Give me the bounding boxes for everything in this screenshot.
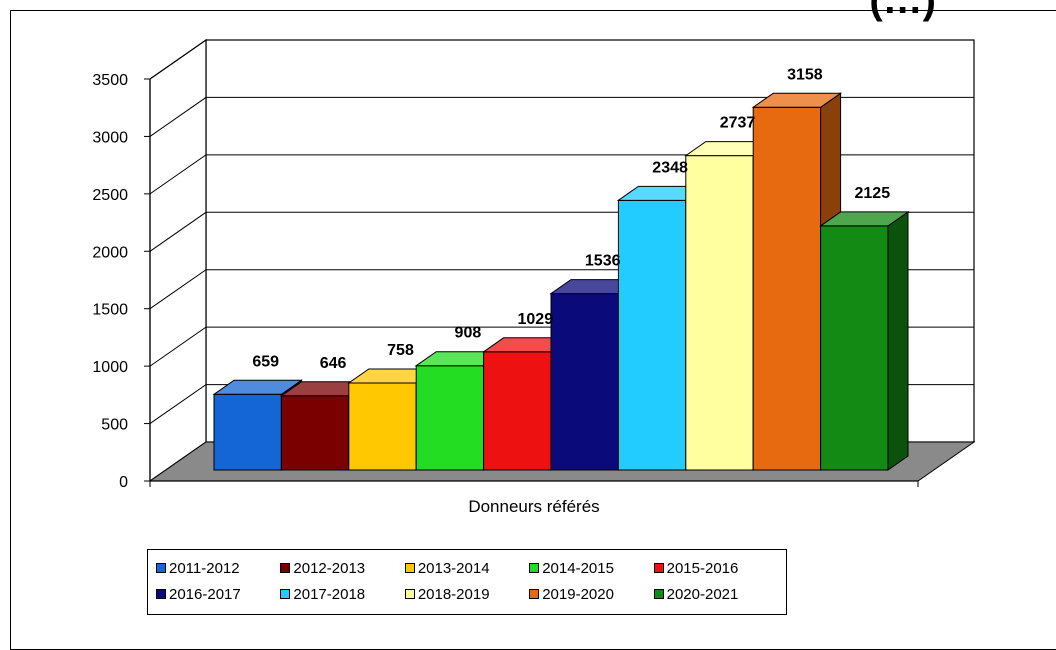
- legend-item: 2016-2017: [156, 586, 280, 603]
- bar-2018-2019: [685, 155, 754, 471]
- bar-2015-2016: [483, 351, 552, 471]
- bar-2016-2017: [550, 293, 619, 471]
- legend-item: 2018-2019: [404, 585, 529, 603]
- bar-top: [212, 379, 303, 395]
- y-tick-label: 1500: [92, 302, 128, 319]
- y-tick-label: 500: [101, 417, 128, 434]
- y-tick-label: 3000: [92, 129, 128, 146]
- bar-top: [819, 211, 910, 227]
- bar-2011-2012: [213, 393, 282, 471]
- data-label: 646: [320, 355, 347, 372]
- legend-item: 2014-2015: [529, 560, 653, 577]
- legend-item: 2020-2021: [653, 585, 778, 603]
- legend-swatch: [529, 589, 540, 599]
- y-tick-label: 2000: [92, 244, 128, 261]
- legend-swatch: [404, 589, 415, 599]
- x-axis-label: Donneurs référés: [468, 497, 599, 516]
- legend-label: 2016-2017: [169, 585, 241, 603]
- data-label: 758: [387, 342, 414, 359]
- gridline: [149, 39, 974, 80]
- y-tick-label: 3500: [92, 72, 128, 89]
- legend-row: 2016-2017 2017-2018 2018-2019 2019-2020 2020…: [156, 581, 778, 607]
- bar-2020-2021: [820, 225, 889, 471]
- legend-label: 2020-2021: [666, 585, 739, 603]
- legend-label: 2019-2020: [542, 585, 614, 603]
- data-label: 2348: [652, 159, 688, 176]
- bar-2012-2013: [280, 395, 350, 471]
- legend-swatch: [280, 563, 291, 573]
- legend-swatch: [653, 589, 664, 599]
- gridline: [149, 96, 974, 137]
- data-label: 2125: [855, 185, 891, 202]
- y-tick-label: 0: [119, 474, 128, 491]
- data-label: 3158: [787, 66, 823, 83]
- legend-swatch: [529, 563, 540, 573]
- data-label: 659: [252, 353, 279, 370]
- title-fragment: (…): [869, 0, 936, 22]
- y-tick-label: 1000: [92, 359, 128, 376]
- bar-side: [887, 210, 909, 471]
- legend-swatch: [156, 563, 166, 573]
- y-tick-label: 2500: [92, 187, 128, 204]
- legend-label: 2015-2016: [666, 559, 739, 577]
- data-label: 908: [455, 325, 482, 342]
- chart: 0 500 1000 1500 2000 2500 3000 3500 659 646 758 908…: [92, 38, 976, 516]
- legend-swatch: [653, 563, 664, 573]
- bar-2019-2020: [752, 106, 822, 471]
- legend-row: 2011-2012 2012-2013 2013-2014 2014-2015 2015…: [156, 555, 778, 581]
- legend-swatch: [156, 589, 166, 599]
- legend-item: 2012-2013: [280, 560, 404, 577]
- legend-swatch: [404, 563, 415, 573]
- legend-item: 2019-2020: [529, 586, 653, 603]
- legend-label: 2017-2018: [293, 585, 366, 603]
- legend-label: 2018-2019: [417, 585, 490, 603]
- legend-label: 2014-2015: [542, 559, 614, 577]
- legend-item: 2017-2018: [280, 586, 404, 603]
- legend-item: 2013-2014: [404, 559, 529, 577]
- bar-2014-2015: [415, 365, 485, 471]
- legend-item: 2015-2016: [653, 559, 778, 577]
- bar-2013-2014: [348, 382, 417, 471]
- bar-top: [751, 92, 843, 108]
- legend-label: 2011-2012: [169, 559, 240, 577]
- data-label: 1029: [518, 311, 554, 328]
- legend-item: 2011-2012: [156, 560, 280, 577]
- side-wall: [149, 38, 207, 483]
- bar-2017-2018: [617, 199, 687, 471]
- legend-swatch: [280, 589, 291, 599]
- legend-label: 2012-2013: [293, 559, 366, 577]
- data-label: 2737: [720, 115, 756, 132]
- data-label: 1536: [585, 253, 621, 270]
- legend: 2011-2012 2012-2013 2013-2014 2014-2015 2015…: [147, 549, 787, 615]
- legend-label: 2013-2014: [417, 559, 490, 577]
